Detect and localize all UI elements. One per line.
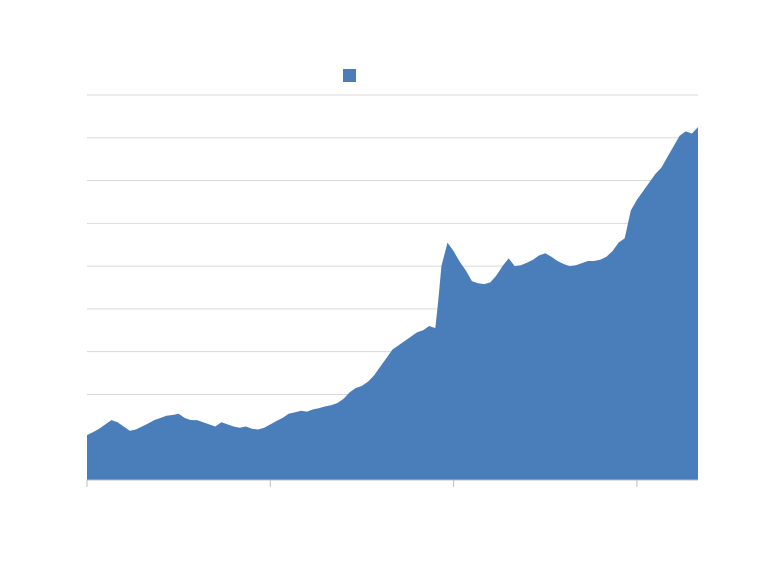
legend-swatch — [343, 69, 356, 82]
gridlines — [87, 94, 698, 438]
legend — [343, 69, 356, 82]
series-area — [87, 127, 698, 480]
x-axis — [86, 479, 698, 487]
series-area-group — [87, 127, 698, 480]
